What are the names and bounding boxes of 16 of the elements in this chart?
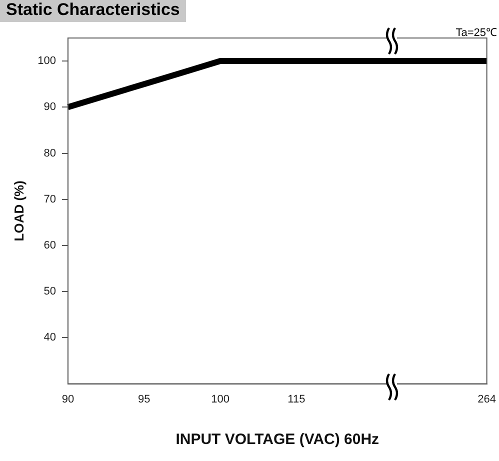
y-tick-label: 60 — [44, 240, 56, 252]
y-tick-label: 70 — [44, 193, 56, 206]
y-tick-label: 80 — [44, 147, 56, 160]
x-tick-label: 100 — [211, 393, 230, 406]
x-tick-label: 90 — [62, 393, 74, 406]
y-tick-label: 50 — [44, 286, 56, 298]
annotation: Ta=25℃ — [456, 26, 497, 39]
x-tick-label: 95 — [138, 393, 150, 406]
x-tick-label: 115 — [288, 393, 306, 406]
y-tick-label: 100 — [38, 55, 56, 68]
y-tick-label: 40 — [44, 332, 56, 344]
x-axis-title: INPUT VOLTAGE (VAC) 60Hz — [176, 431, 380, 448]
x-tick-label: 264 — [478, 393, 496, 406]
y-axis-title: LOAD (%) — [11, 180, 26, 242]
y-tick-label: 90 — [44, 101, 56, 114]
chart-title: Static Characteristics — [0, 0, 186, 22]
